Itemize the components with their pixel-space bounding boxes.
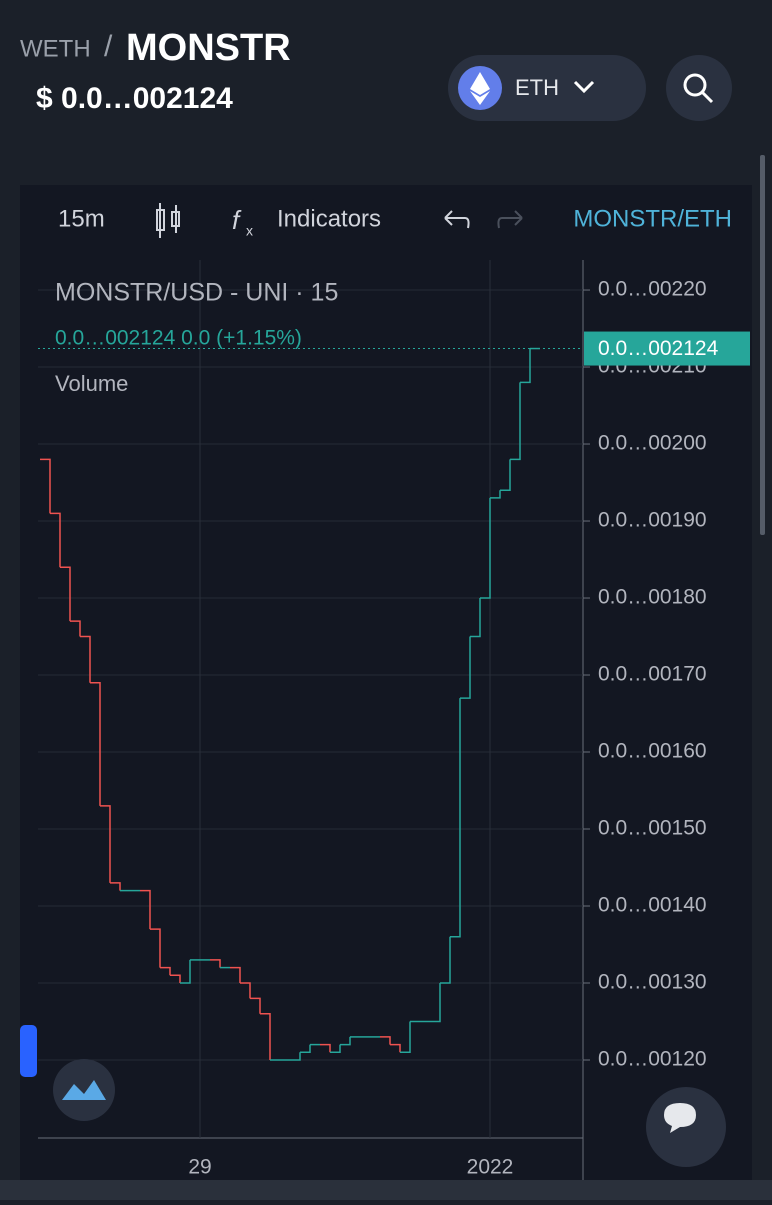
price-step [390,1043,401,1053]
side-toggle[interactable] [20,1025,37,1077]
y-tick-label: 0.0…00150 [598,817,707,840]
legend-values: 0.0…002124 0.0 (+1.15%) [55,327,302,350]
volume-label: Volume [55,371,128,396]
chat-icon [664,1103,696,1133]
price-step [450,698,461,938]
y-tick-label: 0.0…00190 [598,509,707,532]
price-step [490,490,501,499]
price-step [400,1021,411,1054]
search-bg[interactable] [666,55,732,121]
price-step [80,635,91,683]
bottom-bar [0,1180,772,1200]
chevron [573,80,595,94]
search-icon [683,73,707,97]
y-tick-label: 0.0…00160 [598,740,707,763]
price-step [500,459,511,491]
price-step [150,928,161,968]
fx-icon[interactable]: f [232,205,242,235]
price-step [260,1013,271,1060]
fx-sub: x [246,223,253,239]
y-tick-label: 0.0…00180 [598,586,707,609]
indicators[interactable]: Indicators [277,205,381,232]
price: $ 0.0…002124 [36,82,233,115]
interval[interactable]: 15m [58,205,105,232]
y-tick-label: 0.0…00200 [598,432,707,455]
price-step [230,966,241,984]
price-step [160,966,171,976]
price-step [330,1044,341,1054]
price-step [250,997,261,1014]
price-step [460,636,471,699]
price-step [140,889,151,930]
price-step [380,1036,391,1045]
tv-logo-bg[interactable] [53,1059,115,1121]
pair[interactable]: MONSTR/ETH [573,205,732,232]
price-step [470,598,481,638]
undo[interactable] [444,210,470,229]
x-tick-label: 29 [188,1156,211,1179]
eth-logo [470,72,490,105]
price-step [40,458,51,514]
price-step [320,1043,331,1053]
tv-logo [62,1080,106,1100]
y-tick-label: 0.0…00140 [598,894,707,917]
price-step [60,566,71,622]
chart-title: MONSTR/USD - UNI · 15 [55,279,338,307]
search-button[interactable] [666,55,732,121]
price-step [70,620,81,637]
price-step [290,1052,301,1061]
price-step [440,936,451,984]
network-selector[interactable]: ETH [448,55,646,121]
price-step [520,348,531,384]
y-tick-label: 0.0…00220 [598,278,707,301]
price-step [430,983,441,1023]
symbol: MONSTR [126,27,291,69]
price-step [100,805,111,883]
price-step [210,959,221,968]
y-tick-label: 0.0…00120 [598,1048,707,1071]
price-step [480,497,491,599]
last-price-label: 0.0…002124 [598,337,719,360]
last-price-badge [584,331,750,366]
network-button[interactable] [448,55,646,121]
candle-icon[interactable] [156,203,180,238]
price-step [110,882,121,891]
price-step [340,1036,351,1046]
search-handle [700,90,714,104]
price-step [180,959,191,984]
price-step [510,382,521,461]
price-step [300,1044,311,1054]
scrollbar [760,155,765,535]
y-tick-label: 0.0…00170 [598,663,707,686]
price-step [240,982,251,999]
network-label: ETH [515,75,559,100]
redo[interactable] [497,210,523,229]
price-step [170,974,181,984]
y-tick-label: 0.0…00130 [598,971,707,994]
plot [38,260,583,1138]
x-tick-label: 2022 [467,1156,514,1179]
base-token: WETH [20,35,91,62]
price-step [90,681,101,806]
price-step [50,512,61,568]
separator: / [104,30,113,63]
chat-button[interactable] [646,1087,726,1167]
